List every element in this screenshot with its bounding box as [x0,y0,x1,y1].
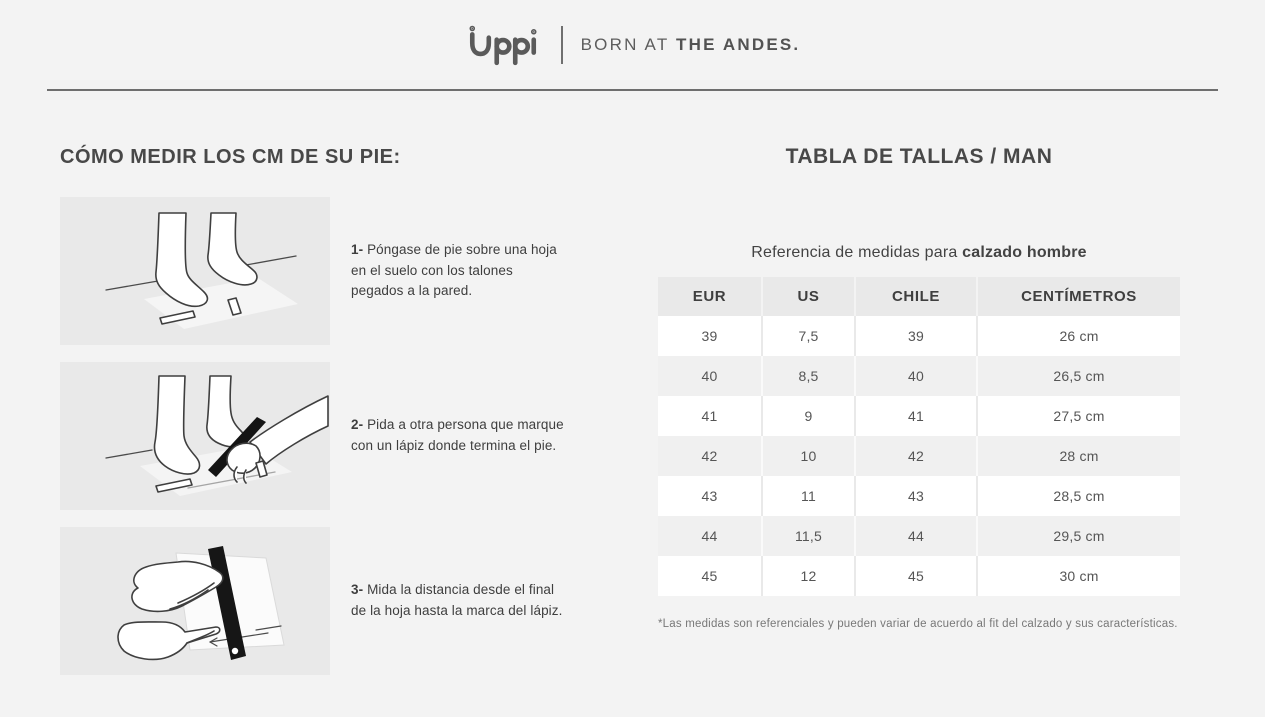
column-header: CHILE [856,277,978,316]
tagline-regular: BORN AT [580,34,677,54]
step-1-text: 1- Póngase de pie sobre una hoja en el s… [351,242,557,299]
table-cell: 28,5 cm [978,476,1180,516]
table-cell: 9 [763,396,856,436]
pencil-marking-foot-icon [105,375,329,496]
table-cell: 39 [856,316,978,356]
table-cell: 39 [658,316,763,356]
step-2-number: 2- [351,417,364,433]
tagline: BORN AT THE ANDES. [581,35,801,55]
size-chart-footnote: *Las medidas son referenciales y pueden … [658,618,1178,630]
size-chart-subtitle-bold: calzado hombre [962,244,1087,261]
table-row: 43 11 43 28,5 cm [658,476,1180,516]
tagline-bold: THE ANDES. [676,34,801,54]
table-row: 41 9 41 27,5 cm [658,396,1180,436]
header-divider [560,25,563,64]
table-row: 39 7,5 39 26 cm [658,316,1180,356]
table-cell: 43 [856,476,978,516]
column-header: US [763,277,856,316]
table-cell: 27,5 cm [978,396,1180,436]
table-cell: 29,5 cm [978,516,1180,556]
size-chart-title: TABLA DE TALLAS / MAN [785,145,1053,168]
table-cell: 26,5 cm [978,356,1180,396]
table-row: 44 11,5 44 29,5 cm [658,516,1180,556]
ruler-measuring-icon [117,546,285,661]
step-3-text: 3- Mida la distancia desde el final de l… [351,582,563,618]
table-cell: 45 [658,556,763,596]
step-2-illustration-box [60,362,330,510]
step-1-illustration-box [60,197,330,345]
table-cell: 30 cm [978,556,1180,596]
step-3-number: 3- [351,582,364,598]
table-cell: 44 [658,516,763,556]
table-cell: 40 [856,356,978,396]
measuring-instructions-title: CÓMO MEDIR LOS CM DE SU PIE: [60,146,401,168]
table-cell: 41 [856,396,978,436]
table-cell: 41 [658,396,763,436]
table-cell: 40 [658,356,763,396]
lippi-logo-icon [469,25,537,65]
table-cell: 42 [856,436,978,476]
size-chart-subtitle: Referencia de medidas para calzado hombr… [751,244,1087,261]
table-cell: 42 [658,436,763,476]
header: BORN AT THE ANDES. [0,0,1265,89]
table-row: 42 10 42 28 cm [658,436,1180,476]
table-cell: 10 [763,436,856,476]
size-table-header-row: EUR US CHILE CENTÍMETROS [658,277,1180,316]
size-table-body: 39 7,5 39 26 cm 40 8,5 40 26,5 cm 41 9 41 27,5 cm 42… [658,316,1180,596]
size-table: EUR US CHILE CENTÍMETROS 39 7,5 39 26 cm 40 8,5 4… [658,277,1180,596]
step-2-text: 2- Pida a otra persona que marque con un… [351,417,564,453]
step-1: 1- Póngase de pie sobre una hoja en el s… [60,197,569,345]
table-cell: 11 [763,476,856,516]
table-cell: 26 cm [978,316,1180,356]
table-cell: 12 [763,556,856,596]
table-cell: 11,5 [763,516,856,556]
table-cell: 28 cm [978,436,1180,476]
table-cell: 44 [856,516,978,556]
table-row: 40 8,5 40 26,5 cm [658,356,1180,396]
column-header: EUR [658,277,763,316]
feet-on-paper-icon [105,212,298,329]
table-cell: 7,5 [763,316,856,356]
instruction-steps: 1- Póngase de pie sobre una hoja en el s… [60,197,569,675]
step-3-illustration-box [60,527,330,675]
step-3: 3- Mida la distancia desde el final de l… [60,527,569,675]
table-cell: 8,5 [763,356,856,396]
table-row: 45 12 45 30 cm [658,556,1180,596]
size-table-wrap: EUR US CHILE CENTÍMETROS 39 7,5 39 26 cm 40 8,5 4… [658,277,1180,596]
table-cell: 45 [856,556,978,596]
table-cell: 43 [658,476,763,516]
header-rule [47,89,1218,91]
column-header: CENTÍMETROS [978,277,1180,316]
step-1-number: 1- [351,242,364,258]
step-2: 2- Pida a otra persona que marque con un… [60,362,569,510]
